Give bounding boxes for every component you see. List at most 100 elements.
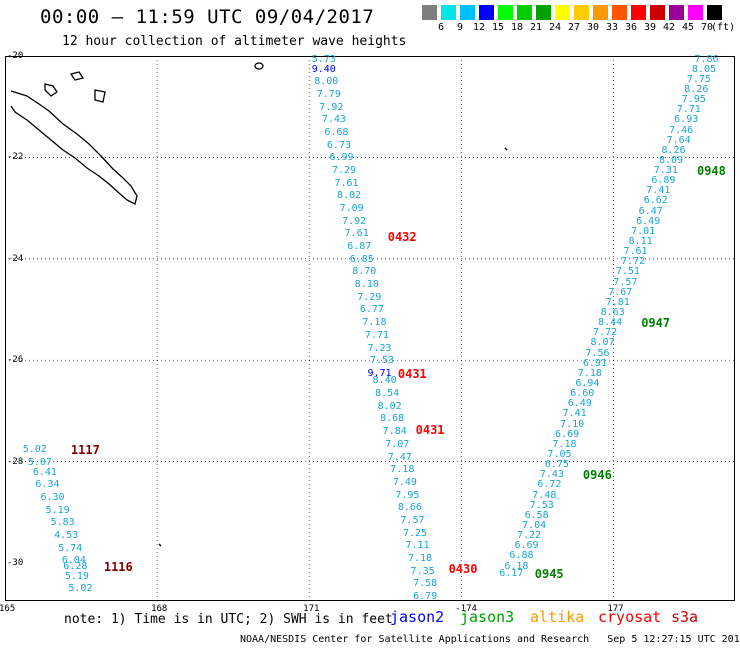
map-frame bbox=[5, 56, 735, 601]
wave-height-label: 6.94 bbox=[575, 378, 600, 389]
wave-height-label: 7.09 bbox=[339, 203, 364, 215]
legend-label: 42 bbox=[662, 22, 676, 33]
wave-height-label: 8.07 bbox=[590, 337, 615, 349]
wave-height-label: 7.05 bbox=[547, 448, 572, 460]
wave-height-label: 4.53 bbox=[54, 530, 79, 542]
wave-height-label: 7.35 bbox=[410, 565, 435, 577]
wave-height-label: 7.18 bbox=[552, 438, 577, 450]
wave-height-label: 7.67 bbox=[608, 286, 633, 298]
wave-height-label: 7.11 bbox=[405, 540, 430, 552]
wave-height-label: 9.71 bbox=[367, 367, 392, 379]
wave-height-label: 6.72 bbox=[537, 479, 562, 491]
wave-height-label: 8.63 bbox=[600, 307, 625, 319]
lat-label: -24 bbox=[7, 253, 24, 264]
wave-height-label: 5.73 bbox=[311, 53, 336, 65]
legend-label: 70 bbox=[700, 22, 714, 33]
legend-label: 36 bbox=[624, 22, 638, 33]
wave-height-label: 7.43 bbox=[539, 469, 564, 481]
legend-swatch bbox=[669, 5, 685, 20]
wave-height-label: 8.11 bbox=[628, 236, 653, 248]
wave-height-label: 6.34 bbox=[35, 479, 60, 491]
wave-height-label: 8.02 bbox=[377, 400, 402, 412]
wave-height-label: 7.29 bbox=[357, 291, 382, 303]
wave-height-label: 8.66 bbox=[397, 502, 422, 514]
wave-height-label: 8.26 bbox=[684, 83, 709, 95]
wave-height-label: 6.69 bbox=[555, 428, 580, 440]
legend-label: 21 bbox=[529, 22, 543, 33]
legend-label: 45 bbox=[681, 22, 695, 33]
loyalty-island-1 bbox=[44, 83, 58, 97]
lat-label: -30 bbox=[7, 557, 24, 568]
wave-height-label: 7.71 bbox=[364, 329, 390, 341]
wave-height-label: 7.56 bbox=[585, 347, 610, 359]
grid-lines bbox=[5, 56, 735, 601]
wave-height-label: 7.72 bbox=[593, 327, 618, 339]
legend-label: 12 bbox=[472, 22, 486, 33]
wave-height-label: 7.46 bbox=[669, 124, 694, 136]
lat-label: -26 bbox=[7, 355, 24, 366]
satellite-s3a: s3a bbox=[671, 608, 699, 626]
loyalty-island-2 bbox=[69, 71, 85, 81]
legend-label: 27 bbox=[567, 22, 581, 33]
credit-text: NOAA/NESDIS Center for Satellite Applica… bbox=[240, 634, 590, 645]
wave-height-label: 7.61 bbox=[334, 177, 359, 189]
wave-height-label: 7.31 bbox=[653, 165, 678, 177]
legend-swatch bbox=[479, 5, 495, 20]
wave-height-label: 6.62 bbox=[643, 195, 668, 207]
wave-height-label: 7.86 bbox=[694, 53, 719, 65]
legend-swatch bbox=[631, 5, 647, 20]
island-dot-1 bbox=[504, 147, 508, 151]
wave-height-label: 7.75 bbox=[686, 73, 711, 85]
wave-height-label: 8.26 bbox=[661, 144, 686, 156]
legend-swatch bbox=[612, 5, 628, 20]
legend-swatch bbox=[688, 5, 704, 20]
wave-height-label: 6.88 bbox=[509, 550, 534, 562]
pass-time-label: 0948 bbox=[696, 164, 726, 179]
legend-swatch bbox=[555, 5, 571, 20]
wave-height-label: 7.51 bbox=[615, 266, 640, 278]
lat-label: -22 bbox=[7, 152, 24, 163]
lon-label: 168 bbox=[151, 604, 168, 614]
pass-time-label: 0947 bbox=[641, 316, 671, 331]
wave-height-label: 6.91 bbox=[582, 357, 607, 369]
wave-height-label: 5.02 bbox=[68, 583, 93, 595]
pass-time-label: 0946 bbox=[582, 468, 612, 483]
pass-time-label: 0430 bbox=[448, 562, 478, 577]
loyalty-island-3 bbox=[94, 89, 106, 103]
wave-height-label: 6.93 bbox=[674, 114, 699, 126]
wave-height-label: 7.04 bbox=[522, 519, 547, 531]
wave-height-label: 7.95 bbox=[681, 94, 706, 106]
wave-height-label: 6.60 bbox=[570, 388, 595, 400]
wave-height-label: 7.64 bbox=[666, 134, 691, 146]
wave-height-label: 5.02 bbox=[22, 443, 47, 455]
wave-height-label: 7.48 bbox=[532, 489, 557, 501]
pass-time-label: 0431 bbox=[397, 366, 427, 381]
legend-label: 6 bbox=[437, 22, 445, 33]
wave-height-label: 7.61 bbox=[623, 246, 648, 258]
satellite-cryosat: cryosat bbox=[598, 608, 662, 626]
lon-label: 177 bbox=[607, 604, 624, 614]
footer-note: note: 1) Time is in UTC; 2) SWH is in fe… bbox=[64, 612, 393, 627]
legend-label: 15 bbox=[491, 22, 505, 33]
wave-height-label: 6.85 bbox=[349, 253, 374, 265]
wave-height-label: 6.99 bbox=[329, 152, 354, 164]
legend-swatch bbox=[441, 5, 457, 20]
wave-height-label: 7.01 bbox=[631, 225, 656, 237]
pass-time-label: 0432 bbox=[387, 229, 417, 244]
wave-height-label: 6.17 bbox=[499, 568, 524, 580]
legend-label: 39 bbox=[643, 22, 657, 33]
wave-height-label: 7.71 bbox=[676, 104, 701, 116]
legend-label: 30 bbox=[586, 22, 600, 33]
island-north bbox=[254, 62, 264, 70]
wave-height-label: 8.09 bbox=[658, 154, 684, 166]
wave-height-label: 6.69 bbox=[514, 540, 539, 552]
map-panel bbox=[5, 56, 735, 601]
wave-height-label: 6.04 bbox=[61, 555, 86, 567]
wave-height-label: 7.22 bbox=[517, 530, 542, 542]
pass-time-label: 1117 bbox=[70, 442, 100, 457]
wave-height-label: 7.57 bbox=[400, 514, 425, 526]
wave-height-label: 7.25 bbox=[402, 527, 428, 539]
wave-height-label: 6.68 bbox=[324, 127, 349, 139]
wave-height-label: 7.81 bbox=[605, 296, 630, 308]
wave-height-label: 7.92 bbox=[319, 101, 344, 113]
